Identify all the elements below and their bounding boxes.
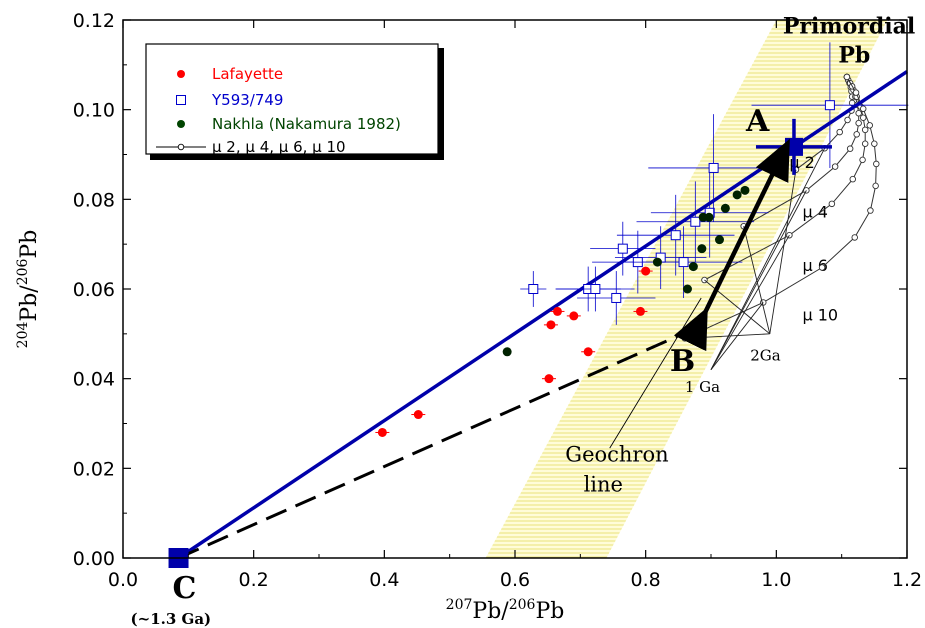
mu-curve-point	[852, 89, 860, 96]
mu-curve-point	[843, 73, 851, 81]
legend-marker	[177, 70, 185, 78]
legend-marker	[177, 143, 185, 151]
nakhla-point	[688, 262, 698, 272]
lafayette-point	[413, 410, 423, 420]
x-tick-label: 0.2	[239, 569, 269, 591]
mu-curve-point	[871, 140, 878, 147]
annotation-text: Primordial	[783, 13, 915, 39]
mu-curve-point	[861, 140, 869, 147]
mu-curve-point	[828, 200, 836, 208]
point-c-sublabel: (~1.3 Ga)	[131, 610, 212, 628]
nakhla-point	[697, 244, 707, 254]
y593-point	[824, 100, 835, 111]
legend-label: μ 2, μ 4, μ 6, μ 10	[212, 138, 346, 156]
x-tick-label: 1.2	[892, 569, 922, 591]
y593-point	[670, 230, 681, 241]
mu-curve-point	[873, 160, 880, 168]
mu-curve-point	[859, 105, 867, 113]
y-tick-label: 0.12	[73, 10, 115, 32]
annotation-text: line	[584, 473, 623, 497]
nakhla-point	[740, 185, 750, 195]
y-tick-label: 0.00	[73, 548, 115, 570]
mu-curve-point	[859, 156, 866, 164]
lafayette-point	[377, 427, 387, 437]
point-a-marker	[784, 137, 803, 156]
mu-curve-point	[844, 116, 851, 124]
axes: 0.0 0.2 0.4 0.6 0.8 1.0 1.2 0.00 0.02 0.04 0.06 0.0…	[15, 10, 922, 624]
special-points: A B C (~1.3 Ga)	[131, 104, 832, 628]
mu-curve-point	[818, 264, 826, 271]
mu-curve-point	[831, 163, 839, 170]
x-tick-label: 0.6	[500, 569, 530, 591]
nakhla-point	[720, 203, 730, 213]
lafayette-point	[569, 311, 579, 321]
mu-curve-point	[853, 131, 860, 138]
y-axis-title: 204Pb/206Pb	[15, 230, 42, 349]
point-c-label: C	[173, 571, 197, 606]
lafayette-point	[583, 347, 593, 357]
y593-point	[611, 292, 622, 303]
x-tick-label: 0.8	[631, 569, 661, 591]
mu-curve-point	[866, 122, 874, 129]
lafayette-point	[641, 266, 651, 276]
mu-curve-point	[836, 128, 843, 136]
legend: Lafayette Y593/749 Nakhla (Nakamura 1982) μ…	[145, 43, 444, 160]
legend-marker	[176, 95, 186, 105]
mu-curve-label: μ 2	[789, 153, 814, 172]
lafayette-point	[544, 374, 554, 384]
legend-marker	[177, 120, 185, 128]
mu-curve-point	[846, 145, 854, 152]
geochron-leader-line	[609, 297, 702, 449]
lafayette-point	[635, 306, 645, 316]
y-tick-label: 0.02	[73, 458, 115, 480]
nakhla-point	[704, 212, 714, 222]
point-b-label: B	[670, 344, 695, 379]
legend-label: Lafayette	[212, 65, 283, 83]
age-line-label: 2Ga	[750, 347, 781, 365]
age-line-label: 1 Ga	[685, 378, 720, 396]
mu-curve-point	[872, 182, 879, 190]
nakhla-point	[502, 347, 512, 357]
annotation-text: Geochron	[565, 443, 668, 467]
mu-curve-label: μ 10	[802, 305, 838, 324]
x-axis-title: 207Pb/206Pb	[446, 597, 565, 624]
y-tick-label: 0.10	[73, 100, 115, 122]
y-tick-label: 0.04	[73, 369, 115, 391]
mu-curve-point	[855, 110, 862, 117]
y593-point	[708, 162, 719, 173]
y593-point	[590, 284, 601, 294]
mu-curve-point	[855, 119, 862, 127]
lafayette-point	[546, 320, 556, 330]
y593-point	[690, 216, 701, 227]
mu-curve-point	[851, 234, 858, 241]
y593-point	[617, 243, 628, 254]
lafayette-point	[552, 306, 562, 316]
nakhla-point	[714, 235, 724, 245]
nakhla-point	[732, 190, 742, 200]
nakhla-point	[682, 284, 692, 294]
mu-curve-label: μ 4	[802, 202, 827, 221]
y-tick-label: 0.08	[73, 189, 115, 211]
mu-curve-point	[849, 175, 857, 183]
y593-point	[678, 257, 689, 268]
arrow-a-b	[673, 138, 790, 352]
point-a-label: A	[745, 104, 770, 139]
legend-box	[145, 43, 439, 155]
mu-curve-point	[859, 114, 867, 121]
legend-label: Nakhla (Nakamura 1982)	[212, 115, 401, 133]
annotations: Primordial Pb Geochron line	[565, 13, 915, 496]
y-tick-label: 0.06	[73, 279, 115, 301]
mu-curve-point	[861, 126, 869, 134]
x-tick-label: 1.0	[761, 569, 791, 591]
y593-point	[528, 284, 539, 294]
nakhla-point	[652, 257, 662, 267]
mu-curve-point	[867, 207, 874, 214]
x-tick-label: 0.0	[108, 569, 138, 591]
annotation-text: Pb	[838, 43, 870, 69]
x-tick-label: 0.4	[369, 569, 399, 591]
legend-label: Y593/749	[211, 91, 283, 109]
